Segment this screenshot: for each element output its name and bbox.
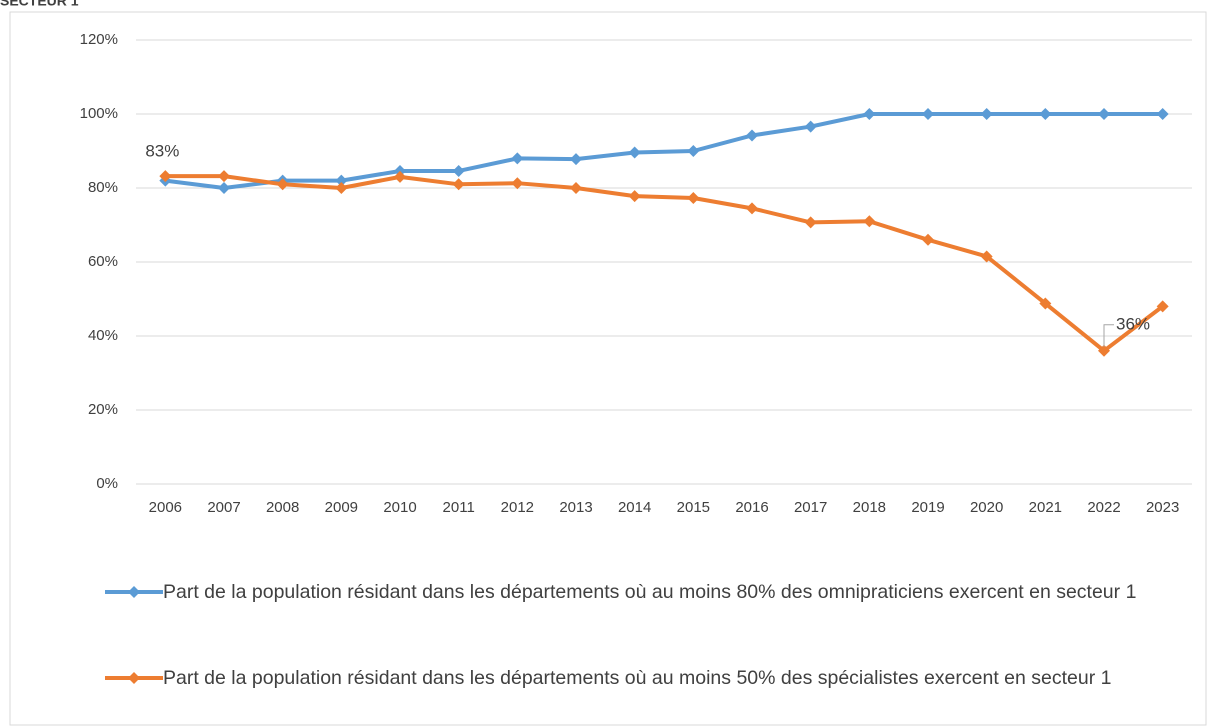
point-marker [922,233,934,246]
y-tick-label: 20% [88,401,118,418]
point-marker [804,120,817,133]
point-marker [1156,300,1169,313]
x-tick-label: 2009 [325,499,358,516]
x-tick-label: 2020 [970,499,1003,516]
point-marker [511,177,524,190]
x-tick-label: 2013 [559,499,592,516]
leader-line [1103,324,1114,347]
legend-swatch [105,586,163,598]
point-marker [922,108,934,120]
point-marker [335,182,348,194]
point-marker [218,170,230,183]
y-tick-label: 0% [96,475,118,492]
data-label: 83% [145,142,179,161]
point-marker [452,178,465,191]
x-tick-label: 2006 [149,499,182,516]
x-tick-label: 2014 [618,499,651,516]
chart-title: SECTEUR 1 [0,0,79,9]
point-marker [1098,108,1110,120]
legend-label: Part de la population résidant dans les … [163,581,1137,603]
legend-item: Part de la population résidant dans les … [105,577,1165,607]
x-tick-label: 2022 [1087,499,1120,516]
point-marker [863,215,876,228]
point-marker [335,174,348,187]
point-marker [452,164,465,177]
y-tick-label: 80% [88,179,118,196]
data-label: 36% [1116,314,1150,333]
y-tick-label: 60% [88,253,118,270]
y-tick-label: 40% [88,327,118,344]
point-marker [628,146,641,159]
x-tick-label: 2007 [207,499,240,516]
point-marker [218,182,230,194]
point-marker [1039,297,1052,310]
x-tick-label: 2008 [266,499,299,516]
x-tick-label: 2019 [911,499,944,516]
x-tick-label: 2015 [677,499,710,516]
x-tick-label: 2011 [443,499,475,516]
x-tick-label: 2021 [1029,499,1062,516]
legend-label: Part de la population résidant dans les … [163,667,1112,689]
point-marker [570,182,582,194]
legend-swatch [105,672,163,684]
point-marker [394,170,406,183]
point-marker [687,145,700,157]
point-marker [276,178,289,191]
point-marker [804,216,817,229]
point-marker [687,191,700,204]
x-tick-label: 2017 [794,499,827,516]
x-tick-label: 2016 [735,499,768,516]
point-marker [1156,108,1169,120]
legend-item: Part de la population résidant dans les … [105,663,1165,693]
point-marker [1098,344,1110,357]
x-tick-label: 2010 [383,499,416,516]
point-marker [628,190,641,203]
x-tick-label: 2012 [501,499,534,516]
x-tick-label: 2018 [853,499,886,516]
point-marker [980,250,993,263]
point-marker [511,152,524,165]
y-tick-label: 100% [80,105,118,122]
point-marker [159,170,172,183]
y-tick-label: 120% [80,31,118,48]
point-marker [570,153,582,166]
series-line [165,112,1163,190]
point-marker [1039,108,1052,120]
point-marker [980,108,993,120]
point-marker [746,202,758,215]
x-tick-label: 2023 [1146,499,1179,516]
point-marker [746,129,758,142]
point-marker [863,108,876,120]
series-line [165,174,1164,353]
chart-border [9,11,1207,726]
